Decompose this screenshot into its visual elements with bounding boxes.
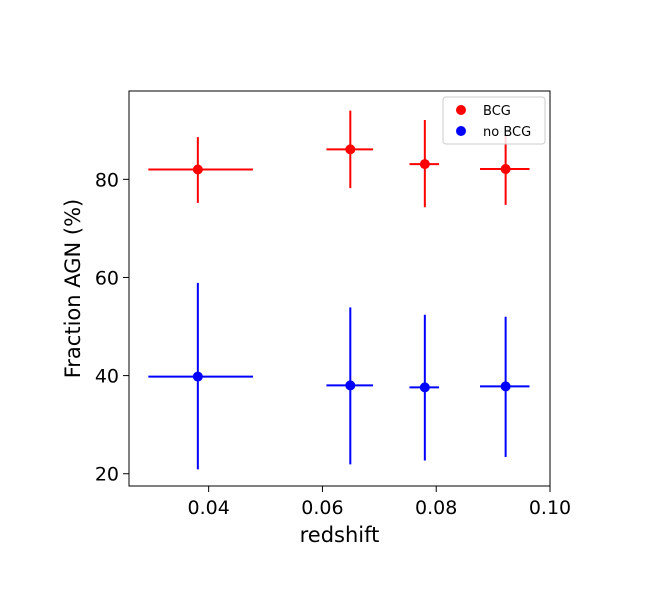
legend-marker [456, 105, 466, 115]
x-tick-label: 0.06 [301, 497, 343, 519]
y-tick-label: 40 [95, 366, 119, 388]
x-tick-label: 0.04 [187, 497, 229, 519]
x-axis-label: redshift [300, 523, 380, 547]
series-bcg [148, 110, 530, 208]
data-point [500, 381, 511, 392]
data-point [419, 382, 430, 393]
legend: BCG no BCG [442, 96, 546, 145]
series-layer [148, 110, 530, 470]
data-point [500, 164, 511, 175]
x-tick-label: 0.08 [415, 497, 457, 519]
y-tick-label: 80 [95, 169, 119, 191]
legend-marker [456, 126, 466, 136]
data-point [192, 371, 203, 382]
y-tick-label: 60 [95, 267, 119, 289]
legend-label: no BCG [483, 125, 531, 140]
x-axis: 0.04 0.06 0.08 0.10 [187, 486, 571, 519]
y-axis-label: Fraction AGN (%) [61, 199, 85, 379]
x-tick-label: 0.10 [529, 497, 571, 519]
plot-area [128, 90, 551, 487]
data-point [419, 159, 430, 170]
data-point [345, 144, 356, 155]
y-axis: 20 40 60 80 [95, 169, 129, 486]
y-tick-label: 20 [95, 464, 119, 486]
data-point [345, 380, 356, 391]
series-no-bcg [148, 282, 530, 470]
data-point [192, 164, 203, 175]
legend-box [442, 96, 546, 145]
legend-label: BCG [483, 104, 511, 119]
